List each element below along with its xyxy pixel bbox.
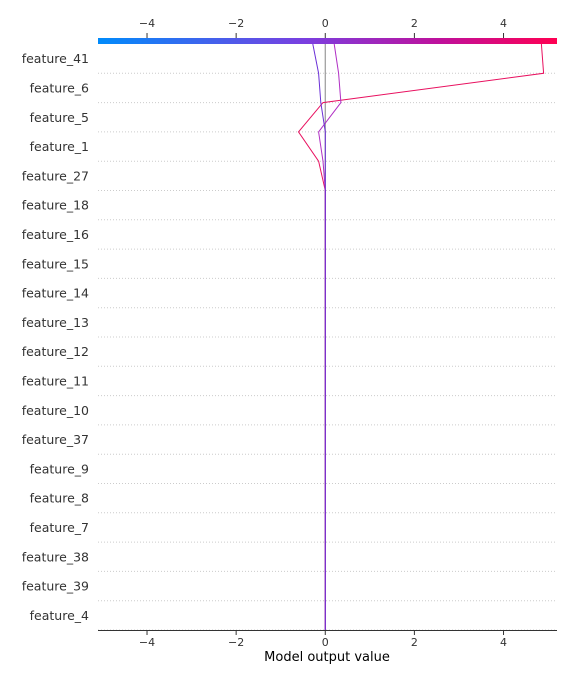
feature-label: feature_15 <box>22 256 89 271</box>
feature-label: feature_41 <box>22 51 89 66</box>
x-tick-label-bottom: −4 <box>139 636 155 649</box>
decision-path-3 <box>312 43 326 630</box>
x-axis-title: Model output value <box>264 650 390 665</box>
feature-label: feature_16 <box>22 227 89 242</box>
x-tick-label-bottom: 0 <box>322 636 329 649</box>
feature-label: feature_12 <box>22 344 89 359</box>
feature-label: feature_37 <box>22 432 89 447</box>
feature-label: feature_38 <box>22 549 89 564</box>
feature-label: feature_6 <box>30 80 89 95</box>
x-tick-label-bottom: 4 <box>500 636 507 649</box>
feature-label: feature_13 <box>22 315 89 330</box>
x-tick-label-bottom: 2 <box>411 636 418 649</box>
feature-label: feature_39 <box>22 579 89 594</box>
x-tick-label-top: 2 <box>411 17 418 30</box>
x-tick-label-bottom: −2 <box>228 636 244 649</box>
feature-label: feature_8 <box>30 491 89 506</box>
feature-label: feature_1 <box>30 139 89 154</box>
x-tick-label-top: 0 <box>322 17 329 30</box>
x-tick-label-top: −2 <box>228 17 244 30</box>
feature-label: feature_7 <box>30 520 89 535</box>
feature-label: feature_14 <box>22 286 89 301</box>
feature-label: feature_18 <box>22 198 89 213</box>
feature-label: feature_9 <box>30 461 89 476</box>
x-tick-label-top: −4 <box>139 17 155 30</box>
feature-label: feature_10 <box>22 403 89 418</box>
feature-label: feature_27 <box>22 168 89 183</box>
x-tick-label-top: 4 <box>500 17 507 30</box>
feature-label: feature_11 <box>22 373 89 388</box>
feature-label: feature_5 <box>30 110 89 125</box>
feature-label: feature_4 <box>30 608 89 623</box>
colorbar <box>98 38 557 44</box>
